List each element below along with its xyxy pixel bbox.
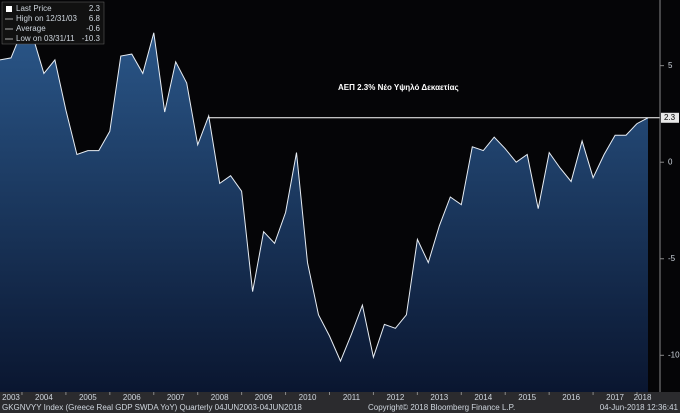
x-tick-label: 2013 xyxy=(430,393,448,402)
annotation: ΑΕΠ 2.3% Νέο Υψηλό Δεκαετίας xyxy=(338,83,459,92)
x-tick-label: 2008 xyxy=(211,393,229,402)
legend-swatch xyxy=(6,6,12,12)
y-tick-label: 5 xyxy=(668,61,673,70)
legend-label: Last Price xyxy=(16,4,52,13)
legend: Last Price 2.3 High on 12/31/03 6.8 Average -… xyxy=(1,1,105,45)
legend-label: Average xyxy=(16,24,46,33)
last-price-label: 2.3 xyxy=(664,113,676,122)
x-tick-label: 2004 xyxy=(35,393,53,402)
x-tick-label: 2007 xyxy=(167,393,185,402)
x-tick-label: 2012 xyxy=(386,393,404,402)
x-tick-label: 2017 xyxy=(606,393,624,402)
legend-box xyxy=(1,1,105,45)
x-axis-band xyxy=(0,392,680,413)
legend-value: 6.8 xyxy=(89,14,101,23)
last-price-box xyxy=(661,112,679,123)
legend-value: -0.6 xyxy=(86,24,100,33)
x-tick-label: 2018 xyxy=(634,393,652,402)
x-tick-label: 2003 xyxy=(2,393,20,402)
legend-label: Low on 03/31/11 xyxy=(16,34,75,43)
y-tick-label: -5 xyxy=(668,254,676,263)
x-tick-label: 2015 xyxy=(518,393,536,402)
x-tick-label: 2014 xyxy=(474,393,492,402)
x-tick-label: 2009 xyxy=(255,393,273,402)
footer-right: 04-Jun-2018 12:36:41 xyxy=(600,403,679,412)
legend-label: High on 12/31/03 xyxy=(16,14,77,23)
x-tick-label: 2010 xyxy=(299,393,317,402)
x-tick-label: 2005 xyxy=(79,393,97,402)
y-tick-label: 0 xyxy=(668,157,673,166)
x-tick-label: 2011 xyxy=(343,393,361,402)
legend-value: 2.3 xyxy=(89,4,101,13)
legend-value: -10.3 xyxy=(82,34,101,43)
footer-center: Copyright© 2018 Bloomberg Finance L.P. xyxy=(368,403,515,412)
y-tick-label: -10 xyxy=(668,350,680,359)
footer-left: GKGNVYY Index (Greece Real GDP SWDA YoY)… xyxy=(2,403,302,412)
x-tick-label: 2006 xyxy=(123,393,141,402)
line xyxy=(0,30,649,363)
x-tick-label: 2016 xyxy=(562,393,580,402)
area xyxy=(0,30,648,393)
